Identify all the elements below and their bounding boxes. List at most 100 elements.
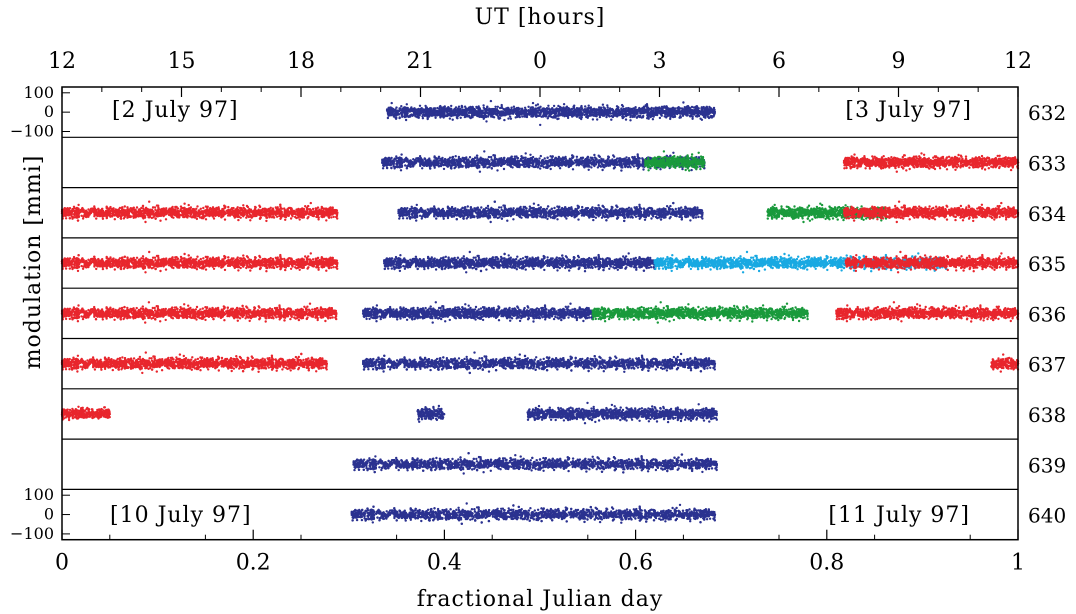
data-point	[459, 107, 462, 111]
data-point	[454, 155, 457, 158]
data-point	[490, 167, 493, 170]
data-point	[448, 117, 452, 120]
data-point	[494, 105, 497, 109]
data-point	[462, 160, 466, 163]
data-point	[459, 116, 462, 120]
data-point	[677, 163, 681, 166]
data-point	[691, 165, 694, 168]
data-point	[631, 163, 634, 166]
data-point	[632, 107, 635, 110]
data-point	[585, 165, 588, 168]
data-point	[509, 161, 512, 164]
data-point	[410, 160, 413, 164]
data-point	[650, 159, 654, 163]
data-point	[465, 161, 469, 164]
data-point	[550, 111, 554, 115]
data-point	[412, 109, 415, 113]
data-point	[463, 105, 467, 108]
data-point	[577, 108, 580, 111]
data-point	[644, 160, 648, 163]
data-point	[661, 157, 665, 161]
data-point	[565, 160, 568, 163]
data-point	[480, 159, 483, 162]
data-point	[672, 161, 676, 165]
data-point	[530, 158, 533, 162]
data-point	[652, 109, 655, 112]
data-point	[447, 108, 450, 112]
data-point	[597, 109, 600, 112]
data-point	[646, 165, 650, 169]
data-point	[645, 104, 649, 108]
data-point	[598, 159, 601, 162]
data-point	[495, 164, 498, 167]
data-point	[585, 159, 588, 162]
data-point	[593, 153, 596, 157]
data-point	[539, 167, 542, 170]
data-point	[405, 167, 409, 170]
data-point	[396, 109, 399, 113]
data-point	[413, 112, 416, 116]
data-point	[511, 110, 514, 113]
data-point	[535, 163, 538, 166]
data-point	[586, 116, 589, 120]
data-point	[406, 108, 409, 111]
data-point	[439, 162, 443, 165]
data-point	[403, 158, 406, 161]
data-point	[457, 157, 461, 161]
data-point	[399, 169, 403, 172]
data-point	[404, 113, 408, 117]
data-point	[685, 109, 688, 113]
data-point	[661, 161, 664, 165]
data-point	[472, 112, 475, 115]
data-point	[621, 105, 625, 108]
data-point	[519, 110, 522, 113]
data-point	[658, 159, 661, 163]
data-point	[561, 111, 564, 114]
data-point	[649, 113, 652, 117]
data-point	[529, 153, 532, 156]
data-point	[534, 160, 537, 163]
data-point	[704, 116, 707, 119]
data-point	[543, 157, 546, 160]
data-point	[395, 116, 398, 119]
data-point	[482, 116, 486, 120]
data-point	[593, 109, 596, 112]
data-point	[632, 109, 635, 113]
data-point	[414, 108, 418, 112]
data-point	[475, 105, 478, 109]
data-point	[542, 114, 545, 117]
data-point	[422, 113, 425, 116]
data-point	[509, 117, 513, 120]
data-point	[626, 165, 630, 169]
data-point	[520, 155, 523, 158]
data-point	[609, 108, 613, 112]
data-point	[383, 162, 386, 166]
data-point	[526, 159, 529, 163]
data-point	[589, 156, 592, 159]
data-point	[615, 109, 618, 113]
data-point	[395, 106, 398, 109]
data-point	[451, 156, 454, 159]
data-point	[690, 105, 694, 109]
data-point	[468, 156, 472, 159]
data-point	[489, 99, 493, 103]
data-point	[706, 115, 710, 119]
data-point	[623, 110, 626, 113]
data-point	[663, 115, 666, 118]
data-point	[638, 157, 641, 160]
data-point	[601, 114, 605, 117]
data-point	[503, 118, 506, 122]
data-point	[446, 165, 449, 168]
data-point	[537, 164, 540, 167]
data-point	[429, 159, 432, 163]
data-point	[500, 160, 503, 164]
data-point	[538, 157, 541, 160]
data-point	[515, 110, 518, 113]
data-point	[437, 111, 440, 115]
data-point	[546, 156, 549, 159]
data-point	[663, 109, 667, 113]
data-point	[620, 112, 623, 116]
data-point	[606, 106, 609, 109]
data-point	[695, 106, 698, 110]
